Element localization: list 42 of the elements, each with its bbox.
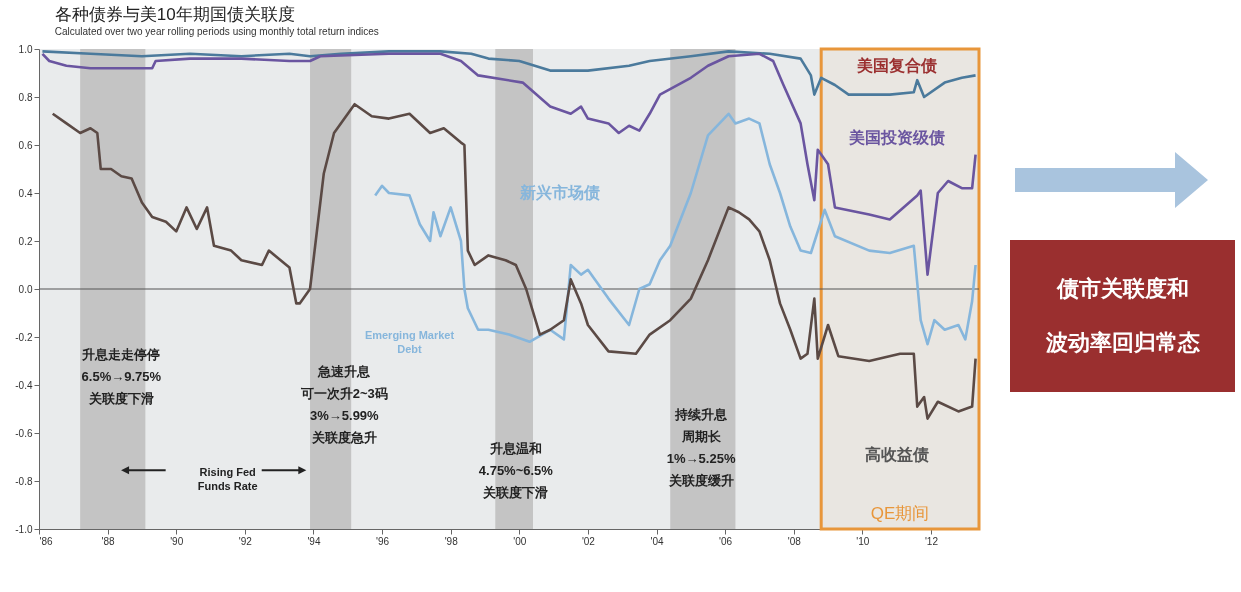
x-tick-label: '94 <box>307 535 321 547</box>
annotation: 升息温和4.75%~6.5%关联度下滑 <box>478 440 554 500</box>
chart-subtitle: Calculated over two year rolling periods using monthly total return indices <box>54 26 379 37</box>
text: 债市关联度和波动率回归常态 <box>1045 276 1200 355</box>
y-tick-label: 0.6 <box>18 139 33 151</box>
x-tick-label: '92 <box>238 535 253 547</box>
series-label: 美国复合债 <box>855 55 937 74</box>
chart-title: 各种债券与美10年期国债关联度 <box>54 5 295 24</box>
x-tick-label: '96 <box>376 535 390 547</box>
x-tick-label: '06 <box>719 535 733 547</box>
x-tick-label: '00 <box>513 535 527 547</box>
band-label: QE期间 <box>870 504 930 523</box>
y-tick-label: -0.8 <box>15 475 33 487</box>
series-label: 美国投资级债 <box>847 127 945 146</box>
y-tick-label: 0.4 <box>18 187 33 199</box>
x-tick-label: '12 <box>924 535 939 547</box>
x-tick-label: '86 <box>39 535 53 547</box>
annotation: 升息走走停停6.5%→9.75%关联度下滑 <box>81 347 162 406</box>
y-tick-label: 0.2 <box>18 235 33 247</box>
annotation: Rising Fed Funds Rate <box>197 465 258 492</box>
x-tick-label: '04 <box>650 535 664 547</box>
line-series <box>51 102 977 420</box>
annotation: 急速升息可一次升2~3码3%→5.99%关联度急升 <box>299 363 388 445</box>
y-tick-label: -1.0 <box>15 523 33 535</box>
annotation: Emerging Market Debt <box>364 328 455 355</box>
x-tick-label: '08 <box>787 535 802 547</box>
y-tick-label: 0.8 <box>18 91 33 103</box>
x-tick-label: '98 <box>444 535 459 547</box>
y-tick-label: 0.0 <box>18 283 33 295</box>
x-tick-label: '90 <box>170 535 184 547</box>
text: 新兴市场债 <box>519 184 601 201</box>
y-tick-label: -0.6 <box>15 427 33 439</box>
y-tick-label: 1.0 <box>18 43 33 55</box>
x-tick-label: '88 <box>101 535 116 547</box>
x-tick-label: '10 <box>856 535 870 547</box>
line-series <box>41 50 977 99</box>
line-series <box>41 52 977 276</box>
x-tick-label: '02 <box>581 535 596 547</box>
y-tick-label: -0.4 <box>15 379 33 391</box>
series-label: 高收益债 <box>864 444 929 463</box>
y-tick-label: -0.2 <box>15 331 33 343</box>
annotation: 持续升息周期长1%→5.25%关联度缓升 <box>666 407 736 488</box>
